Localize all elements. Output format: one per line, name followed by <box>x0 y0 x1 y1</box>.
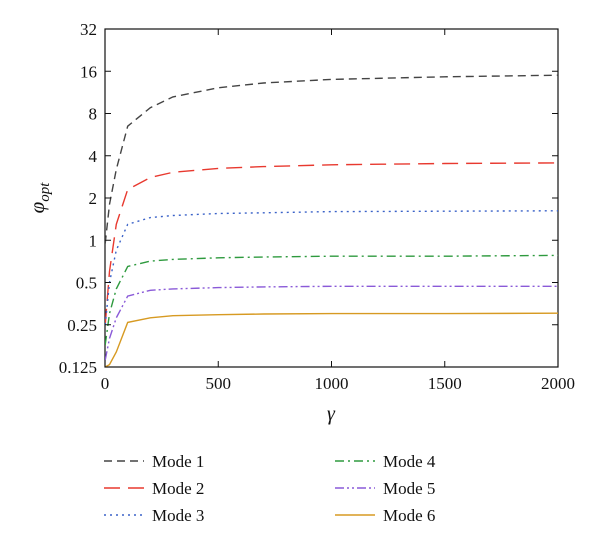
y-tick-label: 0.25 <box>67 316 97 335</box>
series-line-mode-1 <box>105 74 558 244</box>
legend-item-mode-1: Mode 1 <box>104 452 204 471</box>
x-tick-label: 1000 <box>315 374 349 393</box>
y-tick-label: 8 <box>89 105 98 124</box>
y-tick-label: 1 <box>89 231 98 250</box>
legend-item-mode-6: Mode 6 <box>335 506 435 525</box>
legend-label: Mode 5 <box>383 479 435 498</box>
x-tick-label: 0 <box>101 374 110 393</box>
legend-label: Mode 3 <box>152 506 204 525</box>
x-tick-label: 1500 <box>428 374 462 393</box>
series-line-mode-4 <box>105 254 558 345</box>
y-tick-label: 0.5 <box>76 274 97 293</box>
y-axis-label: φopt <box>25 182 53 214</box>
x-tick-label: 500 <box>206 374 232 393</box>
x-tick-label: 2000 <box>541 374 575 393</box>
legend-label: Mode 4 <box>383 452 436 471</box>
legend-item-mode-2: Mode 2 <box>104 479 204 498</box>
y-axis-label-main: φ <box>25 201 49 213</box>
y-tick-label: 32 <box>80 20 97 39</box>
y-tick-label: 2 <box>89 189 98 208</box>
series-line-mode-2 <box>105 162 558 325</box>
series-line-mode-6 <box>105 312 558 367</box>
x-axis-label: γ <box>327 403 336 425</box>
plot-area <box>105 74 558 367</box>
y-axis-ticks: 0.125 0.25 0.5 1 2 4 8 16 32 <box>59 20 558 377</box>
legend-label: Mode 6 <box>383 506 435 525</box>
y-axis-label-subscript: opt <box>37 182 53 202</box>
legend-label: Mode 2 <box>152 479 204 498</box>
legend-label: Mode 1 <box>152 452 204 471</box>
legend-item-mode-4: Mode 4 <box>335 452 436 471</box>
legend-item-mode-3: Mode 3 <box>104 506 204 525</box>
series-line-mode-3 <box>105 210 558 325</box>
y-tick-label: 0.125 <box>59 358 97 377</box>
x-axis-ticks: 0 500 1000 1500 2000 <box>101 29 575 393</box>
y-tick-label: 16 <box>80 62 97 81</box>
series-line-mode-5 <box>105 285 558 361</box>
legend-item-mode-5: Mode 5 <box>335 479 435 498</box>
legend: Mode 1 Mode 2 Mode 3 Mode 4 Mode 5 Mode 6 <box>104 452 436 525</box>
y-tick-label: 4 <box>89 147 98 166</box>
